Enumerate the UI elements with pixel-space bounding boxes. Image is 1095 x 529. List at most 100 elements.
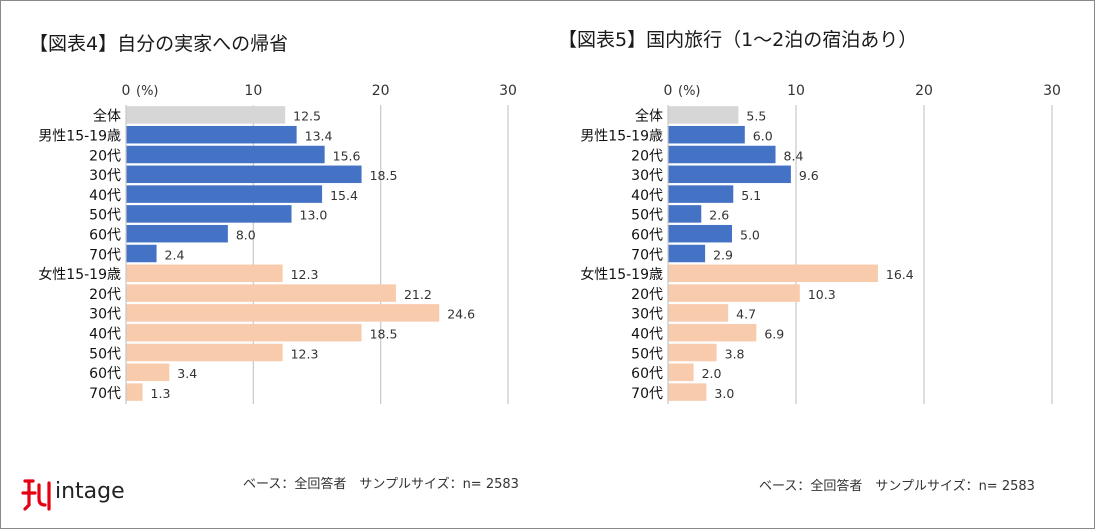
chart2-category-label: 70代: [631, 247, 663, 263]
chart1-value-label: 3.4: [177, 366, 197, 381]
chart1-category-label: 女性15-19歳: [38, 266, 121, 283]
chart2-value-label: 10.3: [808, 287, 836, 302]
chart1-tick-label: 20: [372, 83, 390, 99]
chart1-bar: [126, 125, 297, 144]
chart2-value-label: 6.0: [753, 128, 773, 143]
chart2-value-label: 2.6: [709, 208, 729, 223]
chart2-value-label: 4.7: [736, 307, 756, 322]
chart1-value-label: 15.4: [330, 188, 358, 203]
chart1-footer: ベース：全回答者 サンプルサイズ：n= 2583: [243, 477, 519, 492]
chart1-category-label: 40代: [89, 326, 121, 342]
chart2-category-label: 60代: [631, 366, 663, 382]
chart1-category-label: 70代: [89, 386, 121, 402]
chart1-bar: [126, 304, 440, 322]
chart1-category-label: 60代: [89, 227, 121, 243]
chart1-value-label: 8.0: [236, 227, 256, 242]
chart2-value-label: 2.9: [713, 247, 733, 262]
chart1-bar: [126, 106, 286, 124]
chart1-category-label: 30代: [89, 168, 121, 184]
chart2-category-label: 男性15-19歳: [580, 128, 663, 144]
chart2-bar: [668, 205, 702, 223]
chart1-value-label: 18.5: [370, 326, 398, 341]
chart1-tick-label: 0: [122, 83, 131, 99]
chart2-category-label: 20代: [631, 287, 663, 303]
chart2-category-label: 50代: [631, 208, 663, 224]
intage-logo-text: intage: [55, 479, 125, 504]
chart2-category-label: 20代: [631, 148, 663, 164]
chart2-category-label: 女性15-19歳: [580, 266, 663, 283]
chart1-value-label: 12.3: [291, 346, 319, 361]
chart2-value-label: 3.0: [714, 386, 734, 401]
chart-2: 0 10 20 30 (%) 全体 5.5 男性15-19歳 6.0 20代 8.4 30代 9.6 40…: [580, 83, 1061, 404]
chart1-category-label: 男性15-19歳: [38, 128, 121, 144]
chart1-bar: [126, 264, 283, 283]
chart2-tick-label: 30: [1043, 83, 1061, 99]
chart2-category-label: 30代: [631, 168, 663, 184]
chart2-category-label: 50代: [631, 346, 663, 362]
chart2-bar: [668, 383, 707, 401]
chart1-bar: [126, 323, 362, 342]
chart2-value-label: 5.1: [741, 188, 761, 203]
chart1-category-label: 20代: [89, 148, 121, 164]
chart1-bar: [126, 185, 323, 203]
chart2-value-label: 6.9: [764, 326, 784, 341]
chart1-bar: [126, 205, 292, 223]
chart2-bar: [668, 304, 729, 322]
chart1-category-label: 30代: [89, 307, 121, 323]
chart2-bar: [668, 363, 694, 382]
chart2-category-label: 60代: [631, 227, 663, 243]
chart2-value-label: 16.4: [886, 267, 914, 282]
chart1-category-label: 全体: [93, 108, 121, 125]
chart2-value-label: 2.0: [702, 366, 722, 381]
chart1-category-label: 50代: [89, 346, 121, 362]
chart2-bar: [668, 185, 734, 203]
chart2-category-label: 全体: [635, 108, 663, 125]
chart2-value-label: 5.0: [740, 227, 760, 242]
chart2-category-label: 70代: [631, 386, 663, 402]
chart-1: 0 10 20 30 (%) 全体 12.5 男性15-19歳 13.4 20代 15.6 30代 18…: [38, 83, 517, 404]
chart2-tick-label: 0: [664, 83, 673, 99]
chart2-value-label: 9.6: [799, 168, 819, 183]
chart2-bar: [668, 244, 706, 263]
chart2-unit-label: (%): [678, 84, 701, 99]
chart1-category-label: 50代: [89, 208, 121, 224]
chart2-bar: [668, 323, 757, 342]
chart1-bar: [126, 363, 170, 382]
chart2-bar: [668, 264, 878, 283]
chart2-bar: [668, 224, 732, 243]
chart1-category-label: 40代: [89, 188, 121, 204]
chart1-value-label: 13.0: [300, 208, 328, 223]
chart2-bar: [668, 106, 739, 124]
intage-logo-icon: [21, 477, 53, 515]
chart1-bar: [126, 383, 143, 401]
chart1-value-label: 24.6: [447, 307, 475, 322]
chart1-value-label: 21.2: [404, 287, 432, 302]
chart1-bar: [126, 284, 396, 302]
chart2-bar: [668, 165, 791, 184]
chart1-bar: [126, 224, 228, 243]
chart2-bar: [668, 284, 800, 302]
chart2-title: 【図表5】国内旅行（1～2泊の宿泊あり）: [558, 29, 918, 51]
chart1-value-label: 12.3: [291, 267, 319, 282]
chart1-title: 【図表4】自分の実家への帰省: [29, 33, 289, 55]
chart2-bar: [668, 343, 717, 362]
chart1-bar: [126, 343, 283, 362]
chart1-tick-label: 30: [499, 83, 517, 99]
chart1-value-label: 15.6: [333, 148, 361, 163]
chart1-value-label: 13.4: [305, 128, 333, 143]
chart2-category-label: 30代: [631, 307, 663, 323]
chart1-value-label: 18.5: [370, 168, 398, 183]
chart1-bar: [126, 145, 325, 164]
chart2-value-label: 3.8: [725, 346, 745, 361]
chart1-tick-label: 10: [244, 83, 262, 99]
chart1-category-label: 60代: [89, 366, 121, 382]
chart2-bar: [668, 125, 745, 144]
chart2-category-label: 40代: [631, 326, 663, 342]
chart1-unit-label: (%): [136, 84, 159, 99]
chart2-value-label: 8.4: [784, 148, 804, 163]
chart1-value-label: 12.5: [293, 109, 321, 124]
chart1-value-label: 1.3: [151, 386, 171, 401]
chart2-category-label: 40代: [631, 188, 663, 204]
chart1-bar: [126, 165, 362, 184]
